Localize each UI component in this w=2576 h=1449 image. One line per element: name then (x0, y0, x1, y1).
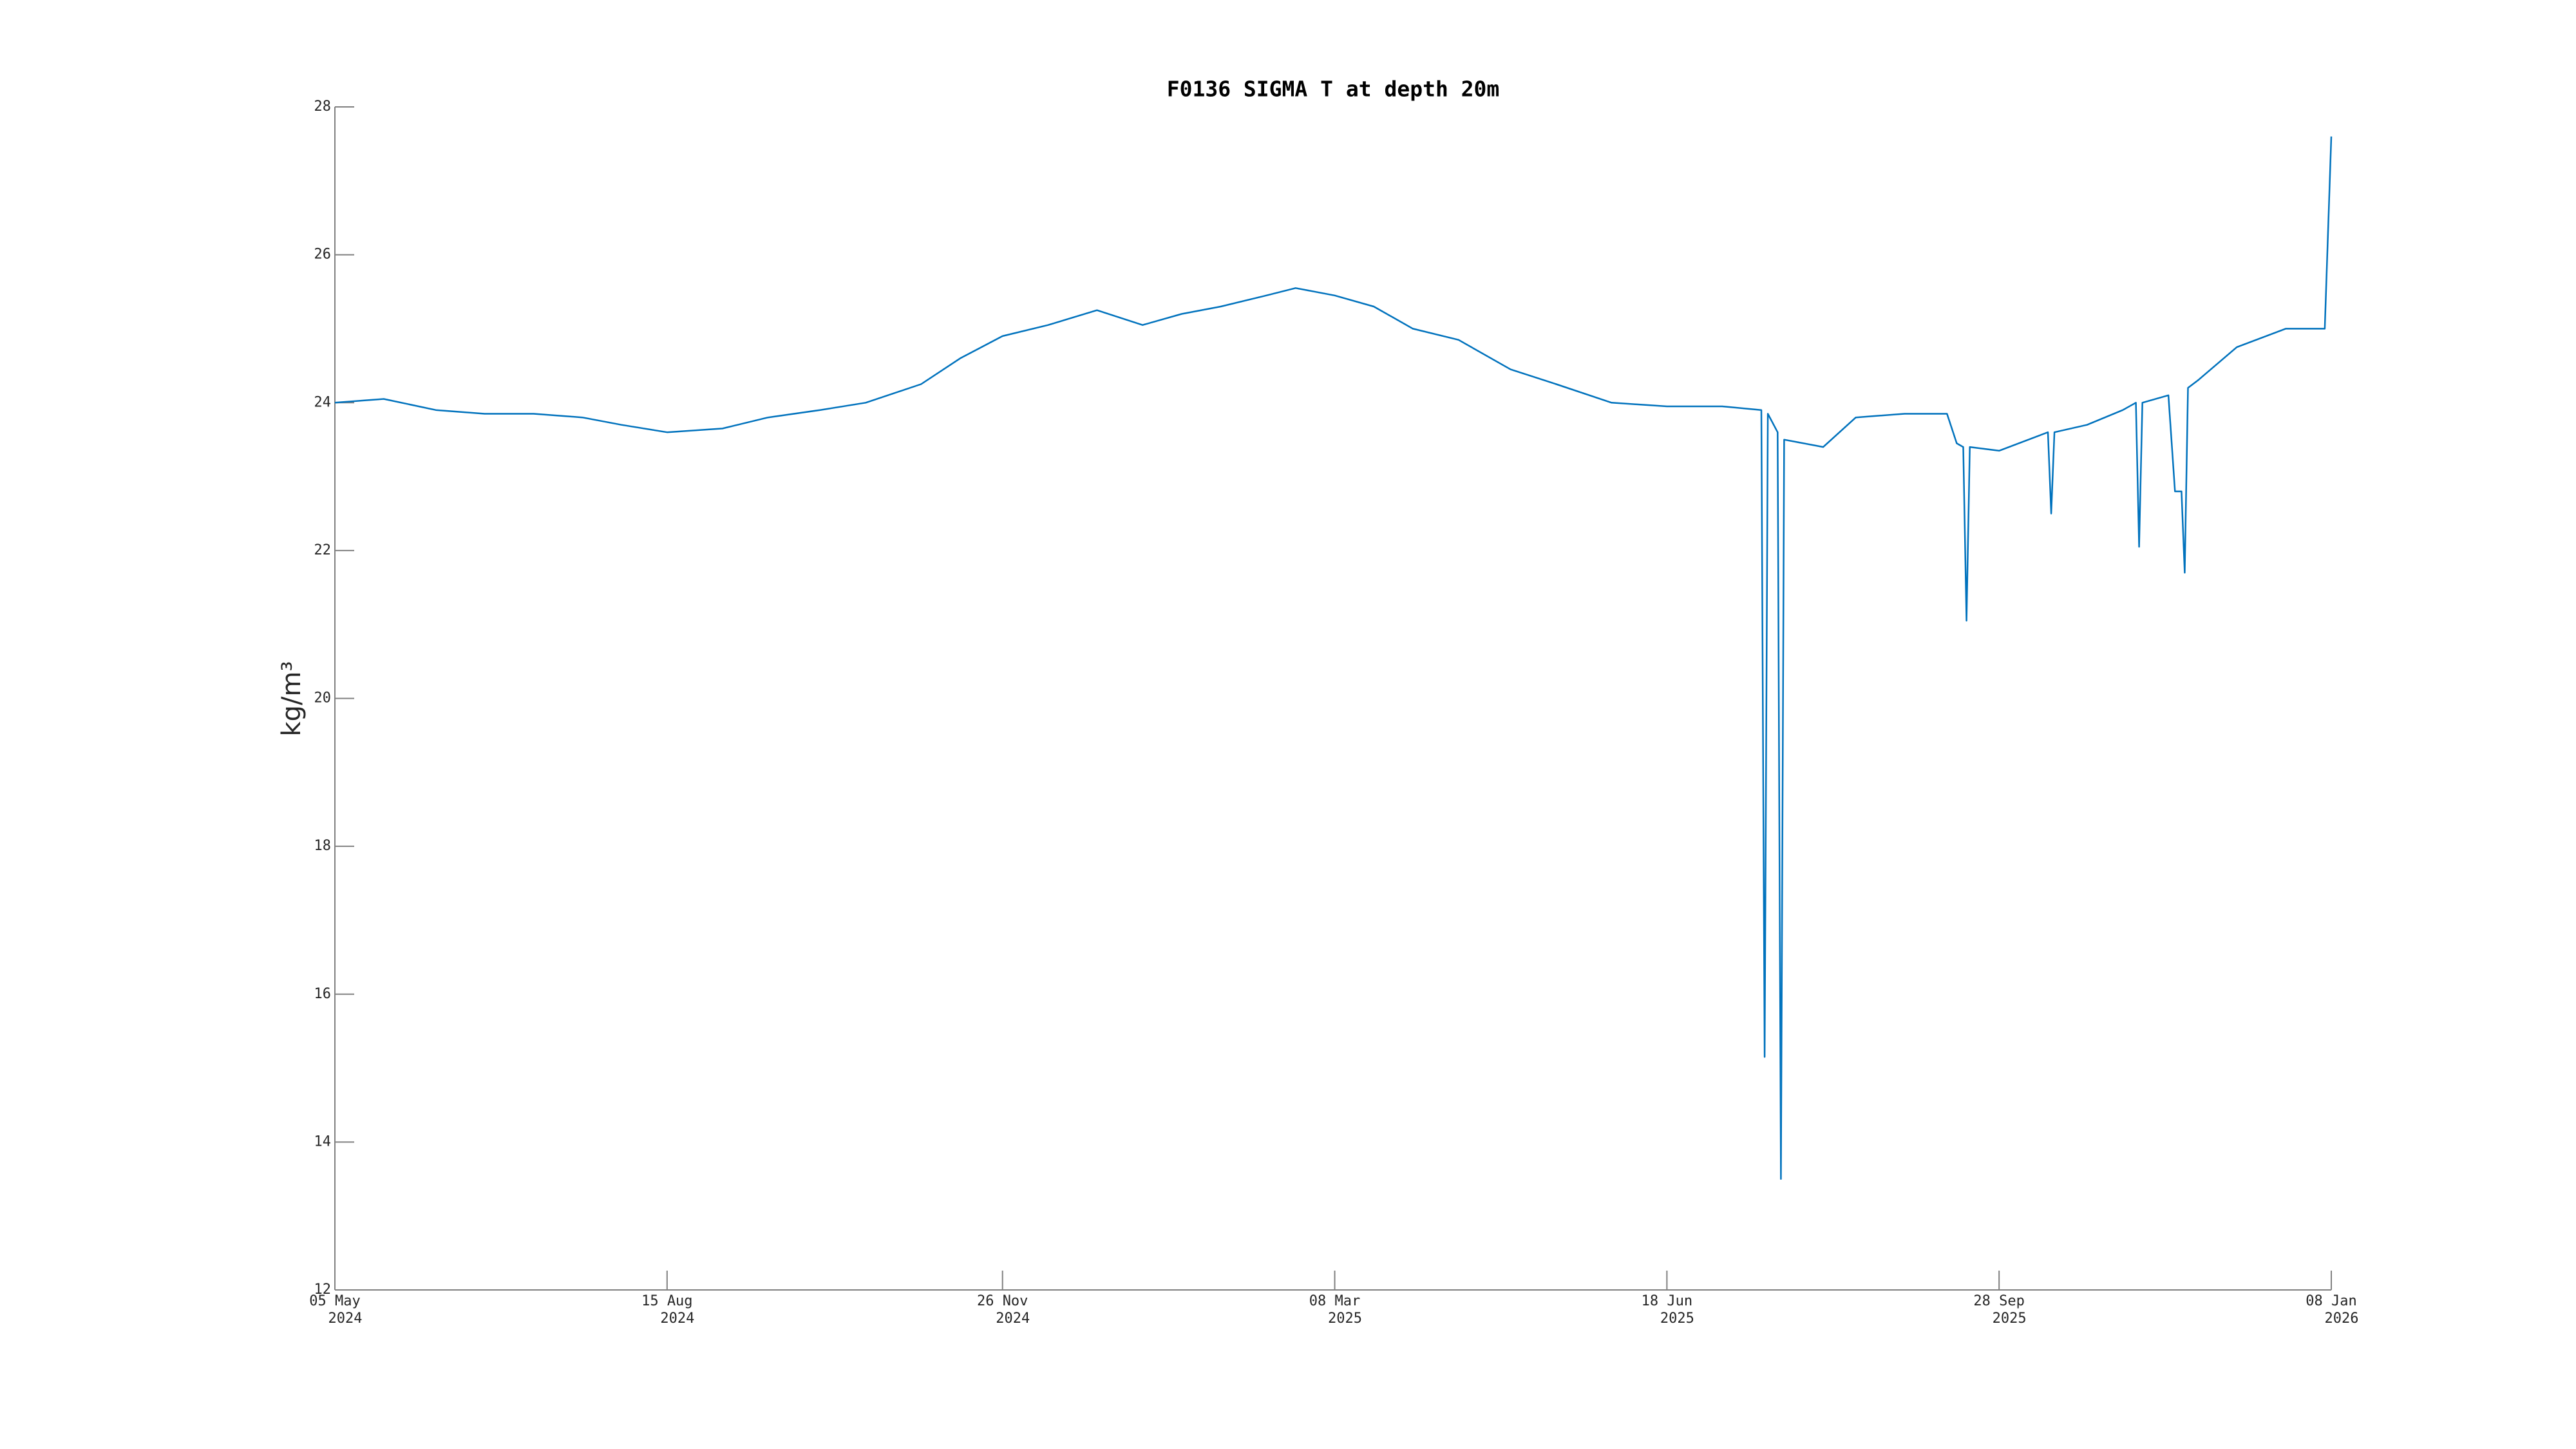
y-tick-label: 28 (314, 99, 332, 115)
x-tick-label: 2024 (328, 1311, 363, 1327)
y-tick-label: 22 (314, 542, 332, 558)
x-tick-label: 2024 (660, 1311, 694, 1327)
y-tick-label: 18 (314, 838, 332, 854)
y-axis-label: kg/m³ (277, 661, 307, 736)
x-tick-label: 2025 (1660, 1311, 1694, 1327)
x-tick-label: 2024 (996, 1311, 1030, 1327)
y-tick-label: 16 (314, 986, 332, 1002)
y-tick-label: 26 (314, 247, 332, 263)
y-tick-label: 20 (314, 690, 332, 706)
x-tick-label: 2025 (1993, 1311, 2027, 1327)
x-tick-label: 2025 (1328, 1311, 1362, 1327)
data-line (334, 136, 2333, 1180)
y-tick-label: 12 (314, 1282, 332, 1298)
x-tick-label: 18 Jun (1642, 1293, 1692, 1309)
x-tick-label: 08 Mar (1309, 1293, 1360, 1309)
x-tick-label: 26 Nov (977, 1293, 1028, 1309)
x-tick-label: 08 Jan (2306, 1293, 2356, 1309)
x-tick-label: 2026 (2325, 1311, 2359, 1327)
chart-title: F0136 SIGMA T at depth 20m (1167, 77, 1500, 102)
x-tick-label: 15 Aug (641, 1293, 692, 1309)
y-tick-label: 14 (314, 1133, 332, 1150)
x-tick-label: 28 Sep (1973, 1293, 2024, 1309)
y-tick-label: 24 (314, 394, 332, 410)
x-tick-label: 05 May (309, 1293, 360, 1309)
